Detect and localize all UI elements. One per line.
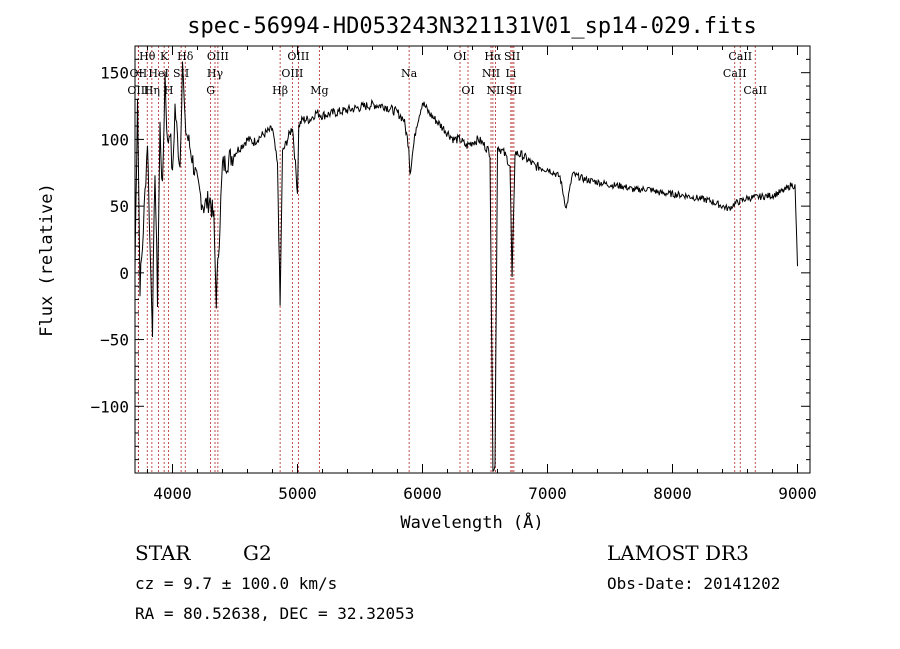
emission-line-label: Hβ (272, 84, 288, 97)
emission-line-label: Hη (144, 84, 160, 97)
emission-line-labels: Hθ OII OIII K HeI Hη SII H Hδ OIII Hγ G OIII OIII Hβ Mg… (127, 50, 767, 97)
emission-line-label: OI (453, 50, 466, 63)
y-axis-ticks: −100 −50 0 50 100 150 (90, 58, 810, 461)
x-tick-label: 4000 (153, 484, 192, 503)
y-axis-label: Flux (relative) (37, 183, 57, 337)
spectrum-line (134, 61, 798, 472)
emission-line-markers (137, 46, 756, 473)
plot-frame (134, 45, 811, 474)
observation-date: Obs-Date: 20141202 (607, 574, 780, 593)
x-tick-label: 8000 (653, 484, 692, 503)
y-tick-label: 0 (119, 264, 129, 283)
y-tick-label: 100 (100, 130, 129, 149)
emission-line-label: SII (504, 50, 520, 63)
emission-line-label: K (160, 50, 169, 63)
y-tick-label: 50 (110, 197, 129, 216)
emission-line-label: Hα (484, 50, 502, 63)
coordinates: RA = 80.52638, DEC = 32.32053 (135, 604, 414, 623)
x-axis-ticks: 4000 5000 6000 7000 8000 9000 (147, 46, 817, 503)
survey-name: LAMOST DR3 (607, 541, 749, 565)
emission-line-label: OIII (281, 67, 303, 80)
emission-line-label: OIII (287, 50, 309, 63)
emission-line-label: OII (130, 67, 148, 80)
emission-line-label: HeI (148, 67, 168, 80)
y-tick-label: −50 (100, 331, 129, 350)
emission-line-label: CaII (723, 67, 747, 80)
object-type: STAR (135, 541, 191, 565)
emission-line-label: OIII (207, 50, 229, 63)
y-tick-label: −100 (90, 397, 129, 416)
emission-line-label: CaII (728, 50, 752, 63)
x-tick-label: 5000 (278, 484, 317, 503)
emission-line-label: OIII (127, 84, 149, 97)
x-tick-label: 6000 (403, 484, 442, 503)
emission-line-label: Hθ (139, 50, 156, 63)
y-tick-label: 150 (100, 64, 129, 83)
emission-line-label: Hδ (177, 50, 194, 63)
x-tick-label: 9000 (778, 484, 817, 503)
emission-line-label: NII (482, 67, 500, 80)
emission-line-label: Na (401, 67, 418, 80)
emission-line-label: G (206, 84, 215, 97)
emission-line-label: SII (506, 84, 522, 97)
emission-line-label: Hγ (207, 67, 224, 80)
x-axis-label: Wavelength (Å) (400, 511, 543, 533)
object-subclass: G2 (243, 541, 272, 565)
emission-line-label: Li (505, 67, 516, 80)
emission-line-label: CaII (743, 84, 767, 97)
x-tick-label: 7000 (528, 484, 567, 503)
emission-line-label: H (164, 84, 174, 97)
emission-line-label: SII (173, 67, 189, 80)
emission-line-label: OI (461, 84, 474, 97)
emission-line-label: NII (486, 84, 504, 97)
redshift-velocity: cz = 9.7 ± 100.0 km/s (135, 574, 337, 593)
emission-line-label: Mg (310, 84, 328, 97)
spectrum-series (134, 61, 798, 472)
chart-title: spec-56994-HD053243N321131V01_sp14-029.f… (187, 14, 757, 39)
